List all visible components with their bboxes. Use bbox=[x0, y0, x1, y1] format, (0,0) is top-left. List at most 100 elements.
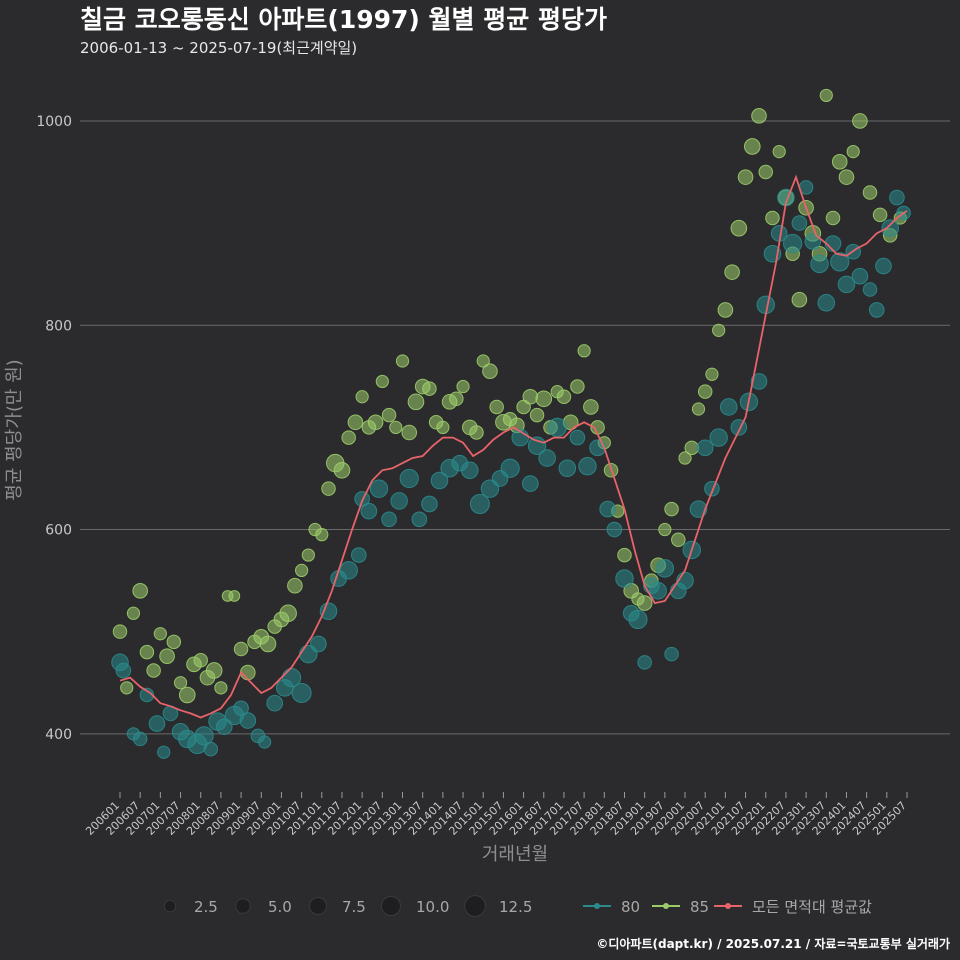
data-point bbox=[712, 323, 726, 337]
data-point bbox=[684, 440, 700, 456]
data-point bbox=[868, 302, 885, 318]
data-point bbox=[476, 354, 490, 368]
data-point bbox=[831, 154, 848, 170]
data-point bbox=[381, 511, 397, 528]
data-point bbox=[772, 144, 786, 159]
legend-size-label: 5.0 bbox=[268, 898, 292, 916]
data-point bbox=[341, 430, 356, 445]
data-point bbox=[139, 687, 155, 703]
legend-size-dot bbox=[163, 899, 177, 913]
legend-size-label: 12.5 bbox=[499, 898, 532, 916]
data-point bbox=[689, 500, 708, 518]
data-point bbox=[350, 547, 367, 563]
data-point bbox=[411, 511, 428, 528]
data-point bbox=[401, 424, 418, 441]
data-point bbox=[664, 501, 679, 517]
y-tick-label: 800 bbox=[45, 318, 72, 334]
data-point bbox=[578, 456, 597, 476]
legend-series-label: 85 bbox=[690, 898, 709, 916]
data-point bbox=[889, 189, 905, 206]
data-point bbox=[173, 676, 188, 690]
data-point bbox=[367, 414, 384, 431]
data-point bbox=[395, 354, 410, 368]
data-point bbox=[375, 374, 389, 389]
legend-series-label: 모든 면적대 평균값 bbox=[752, 898, 872, 916]
data-point bbox=[449, 391, 464, 407]
data-point bbox=[489, 399, 504, 415]
data-point bbox=[132, 731, 148, 747]
data-point bbox=[691, 402, 706, 416]
data-point bbox=[852, 113, 868, 129]
data-point bbox=[148, 715, 166, 732]
data-point bbox=[825, 210, 841, 226]
data-point bbox=[233, 641, 249, 657]
data-point bbox=[422, 381, 437, 396]
data-point bbox=[259, 635, 277, 653]
data-point bbox=[194, 726, 214, 746]
y-tick-label: 600 bbox=[45, 523, 72, 539]
legend-size-dot bbox=[380, 895, 402, 917]
data-point bbox=[301, 548, 315, 562]
data-point bbox=[655, 559, 675, 578]
y-tick-label: 1000 bbox=[36, 114, 72, 130]
data-point bbox=[719, 398, 738, 416]
data-point bbox=[837, 275, 856, 294]
data-point bbox=[817, 293, 836, 312]
chart-subtitle: 2006-01-13 ~ 2025-07-19(최근계약일) bbox=[80, 39, 357, 57]
data-point bbox=[556, 389, 572, 404]
data-point bbox=[838, 169, 855, 185]
data-point bbox=[522, 388, 539, 405]
data-point bbox=[758, 164, 773, 180]
data-point bbox=[862, 185, 878, 200]
data-point bbox=[291, 682, 312, 703]
data-point bbox=[569, 429, 586, 446]
legend-size-label: 10.0 bbox=[416, 898, 449, 916]
data-point bbox=[146, 663, 161, 678]
data-point bbox=[347, 414, 364, 431]
data-point bbox=[166, 634, 182, 650]
data-point bbox=[430, 471, 449, 490]
data-point bbox=[558, 459, 577, 478]
data-point bbox=[678, 451, 692, 465]
data-point bbox=[469, 425, 484, 440]
data-point bbox=[228, 590, 241, 602]
data-point bbox=[421, 495, 438, 513]
chart-title: 칠금 코오롱동신 아파트(1997) 월별 평균 평당가 bbox=[80, 5, 607, 34]
data-point bbox=[389, 420, 403, 435]
data-point bbox=[456, 379, 470, 394]
legend-series-label: 80 bbox=[621, 898, 640, 916]
grid-lines bbox=[80, 120, 950, 735]
data-point bbox=[178, 686, 196, 704]
data-point bbox=[599, 500, 616, 518]
legend-size-dot bbox=[308, 896, 328, 916]
data-point bbox=[658, 522, 672, 537]
data-point bbox=[804, 233, 822, 250]
data-point bbox=[606, 521, 623, 538]
data-point bbox=[369, 479, 389, 498]
data-point bbox=[862, 282, 878, 297]
data-point bbox=[315, 528, 329, 542]
data-point bbox=[159, 648, 175, 665]
data-point bbox=[239, 664, 256, 681]
data-point bbox=[407, 393, 425, 411]
data-point bbox=[810, 254, 829, 274]
data-point bbox=[157, 745, 171, 759]
data-point bbox=[819, 88, 833, 103]
data-point bbox=[535, 390, 553, 408]
data-point bbox=[482, 363, 498, 380]
data-point bbox=[737, 169, 754, 185]
data-point bbox=[697, 384, 713, 399]
data-point bbox=[319, 602, 338, 621]
data-point bbox=[872, 207, 888, 223]
data-point bbox=[139, 644, 155, 660]
data-point bbox=[239, 712, 257, 729]
data-point bbox=[529, 407, 545, 423]
data-point bbox=[671, 532, 686, 547]
data-point bbox=[583, 399, 599, 415]
data-point bbox=[333, 461, 351, 479]
data-point bbox=[724, 264, 740, 280]
data-point bbox=[615, 569, 634, 588]
y-axis-ticks: 400 600 800 1000 bbox=[36, 114, 72, 743]
data-point bbox=[649, 582, 667, 600]
data-point bbox=[205, 662, 223, 679]
